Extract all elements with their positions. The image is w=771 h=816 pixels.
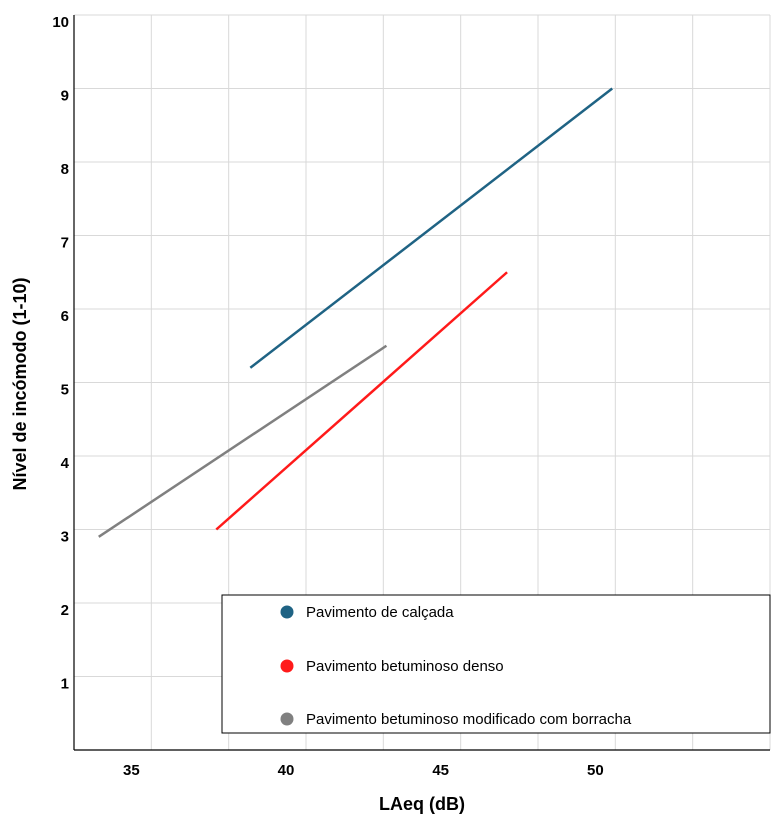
legend: Pavimento de calçada Pavimento betuminoso… bbox=[221, 594, 771, 734]
y-tick-label: 7 bbox=[61, 235, 69, 252]
series-lines bbox=[98, 87, 614, 538]
y-tick-label: 6 bbox=[61, 308, 69, 325]
y-tick-label: 8 bbox=[61, 161, 69, 178]
series-line bbox=[215, 271, 508, 531]
x-axis-title: LAeq (dB) bbox=[379, 794, 465, 814]
legend-marker bbox=[280, 605, 294, 619]
x-tick-labels: 35 40 45 50 bbox=[123, 762, 604, 779]
y-tick-label: 9 bbox=[61, 88, 69, 105]
legend-marker bbox=[280, 659, 294, 673]
legend-label: Pavimento de calçada bbox=[306, 604, 454, 621]
x-tick-label: 50 bbox=[587, 762, 604, 779]
y-tick-labels: 1 2 3 4 5 6 7 8 9 10 bbox=[52, 14, 69, 693]
y-tick-label: 4 bbox=[61, 455, 70, 472]
x-tick-label: 40 bbox=[278, 762, 295, 779]
y-tick-label: 5 bbox=[61, 382, 69, 399]
y-axis-title: Nível de incómodo (1-10) bbox=[10, 277, 30, 490]
y-tick-label: 2 bbox=[61, 602, 69, 619]
y-tick-label: 1 bbox=[61, 676, 69, 693]
legend-box bbox=[221, 594, 771, 734]
legend-label: Pavimento betuminoso modificado com borr… bbox=[306, 711, 632, 728]
series-line bbox=[249, 87, 614, 369]
legend-marker bbox=[280, 712, 294, 726]
legend-label: Pavimento betuminoso denso bbox=[306, 658, 504, 675]
x-tick-label: 45 bbox=[432, 762, 449, 779]
series-line bbox=[98, 344, 388, 538]
y-tick-label: 3 bbox=[61, 529, 69, 546]
y-tick-label: 10 bbox=[52, 14, 69, 31]
x-tick-label: 35 bbox=[123, 762, 140, 779]
